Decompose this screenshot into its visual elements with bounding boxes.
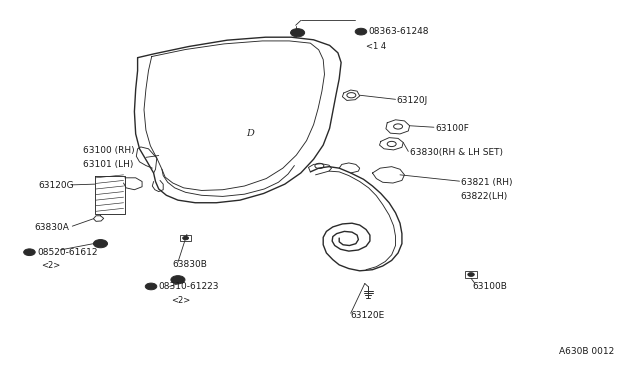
Text: A630B 0012: A630B 0012 bbox=[559, 347, 614, 356]
Text: 08363-61248: 08363-61248 bbox=[369, 27, 429, 36]
Text: S: S bbox=[27, 250, 32, 255]
Text: S: S bbox=[175, 277, 180, 282]
Text: 63120J: 63120J bbox=[397, 96, 428, 105]
Text: 63120E: 63120E bbox=[351, 311, 385, 320]
Text: 63830A: 63830A bbox=[34, 223, 68, 232]
Text: S: S bbox=[148, 284, 154, 289]
Text: <1 4: <1 4 bbox=[366, 42, 386, 51]
Text: S: S bbox=[295, 30, 300, 35]
Text: 63830B: 63830B bbox=[173, 260, 207, 269]
Text: 63100F: 63100F bbox=[435, 124, 469, 133]
Bar bbox=[465, 271, 477, 278]
Text: 63120G: 63120G bbox=[38, 182, 74, 190]
Circle shape bbox=[171, 276, 185, 284]
Text: 63101 (LH): 63101 (LH) bbox=[83, 160, 134, 169]
Text: 63821 (RH): 63821 (RH) bbox=[461, 178, 512, 187]
Circle shape bbox=[93, 240, 108, 248]
Text: 63822(LH): 63822(LH) bbox=[461, 192, 508, 201]
Text: 63100 (RH): 63100 (RH) bbox=[83, 146, 135, 155]
Text: 08310-61223: 08310-61223 bbox=[159, 282, 220, 291]
Text: 08520-61612: 08520-61612 bbox=[37, 248, 98, 257]
Circle shape bbox=[183, 237, 188, 240]
Text: S: S bbox=[358, 29, 364, 34]
Circle shape bbox=[468, 273, 474, 276]
Circle shape bbox=[145, 283, 157, 290]
Text: 63100B: 63100B bbox=[472, 282, 507, 291]
Text: S: S bbox=[98, 241, 103, 246]
Text: <2>: <2> bbox=[42, 262, 61, 270]
Circle shape bbox=[291, 29, 305, 37]
Circle shape bbox=[24, 249, 35, 256]
Text: <2>: <2> bbox=[172, 296, 191, 305]
Text: 63830(RH & LH SET): 63830(RH & LH SET) bbox=[410, 148, 502, 157]
Bar bbox=[180, 235, 191, 241]
Text: D: D bbox=[246, 129, 253, 138]
Circle shape bbox=[355, 28, 367, 35]
